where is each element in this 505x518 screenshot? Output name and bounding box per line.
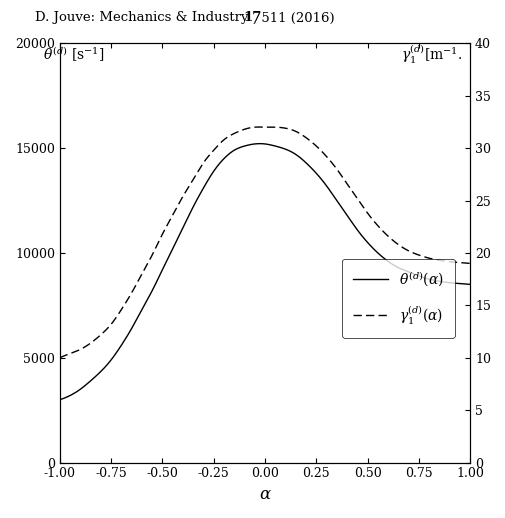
Text: $\theta^{(d)}$ [s$^{-1}$]: $\theta^{(d)}$ [s$^{-1}$] bbox=[43, 45, 105, 64]
Text: , 511 (2016): , 511 (2016) bbox=[252, 11, 334, 24]
Text: D. Jouve: Mechanics & Industry: D. Jouve: Mechanics & Industry bbox=[35, 11, 252, 24]
Text: 17: 17 bbox=[243, 11, 262, 24]
Legend: $\theta^{(d)}(\alpha)$, $\gamma_1^{(d)}(\alpha)$: $\theta^{(d)}(\alpha)$, $\gamma_1^{(d)}(… bbox=[341, 258, 454, 338]
X-axis label: $\alpha$: $\alpha$ bbox=[258, 486, 271, 503]
Text: $\gamma_1^{(d)}$[m$^{-1}$.: $\gamma_1^{(d)}$[m$^{-1}$. bbox=[400, 42, 462, 66]
